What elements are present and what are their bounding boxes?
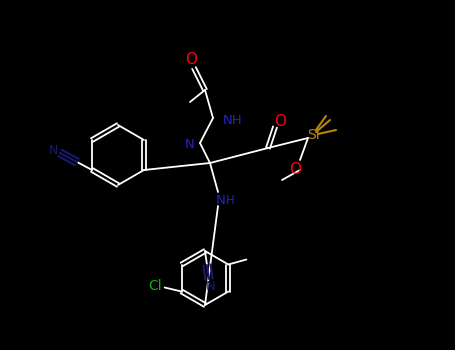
- Text: Si: Si: [307, 128, 319, 142]
- Text: N: N: [216, 194, 226, 206]
- Text: O: O: [185, 52, 197, 68]
- Text: Cl: Cl: [148, 279, 162, 293]
- Text: H: H: [226, 194, 234, 206]
- Text: NH: NH: [223, 113, 243, 126]
- Text: N: N: [206, 280, 216, 294]
- Text: O: O: [289, 162, 301, 177]
- Text: O: O: [274, 113, 286, 128]
- Text: N: N: [185, 139, 195, 152]
- Text: N: N: [48, 144, 58, 156]
